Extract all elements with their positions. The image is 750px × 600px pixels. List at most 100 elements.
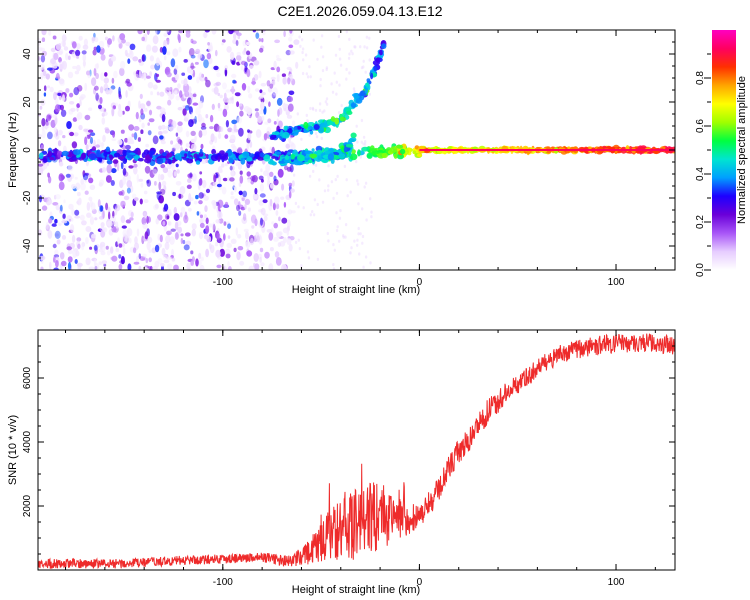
heatmap-cell <box>268 232 274 241</box>
y-tick-label: -20 <box>22 190 33 205</box>
heatmap-cell <box>42 158 48 163</box>
heatmap-cell <box>185 105 190 111</box>
heatmap-cell <box>61 150 69 156</box>
heatmap-cell <box>262 30 266 36</box>
heatmap-cell <box>47 176 52 184</box>
heatmap-cell <box>178 30 184 34</box>
heatmap-cell <box>269 83 274 89</box>
heatmap-cell <box>240 206 246 211</box>
heatmap-cell <box>325 97 329 101</box>
heatmap-cell <box>193 200 198 205</box>
heatmap-cell <box>217 92 221 97</box>
heatmap-cell <box>269 182 275 189</box>
heatmap-cell <box>356 140 359 144</box>
heatmap-cell <box>339 63 343 67</box>
heatmap-cell <box>288 44 294 49</box>
heatmap-cell <box>186 97 193 105</box>
heatmap-cell <box>233 186 237 193</box>
heatmap-cell <box>45 224 50 232</box>
heatmap-cell <box>364 255 368 259</box>
heatmap-cell <box>247 178 251 183</box>
heatmap-cell <box>74 176 78 180</box>
heatmap-cell <box>218 174 221 184</box>
heatmap-cell <box>236 51 241 56</box>
heatmap-cell <box>143 72 147 81</box>
heatmap-cell <box>85 144 89 151</box>
heatmap-cell <box>166 38 170 45</box>
heatmap-cell <box>260 94 264 99</box>
heatmap-cell <box>62 213 66 219</box>
heatmap-cell <box>213 86 219 95</box>
heatmap-feature-upper-branch <box>269 40 387 142</box>
heatmap-cell <box>52 35 57 40</box>
heatmap-cell <box>192 102 199 106</box>
heatmap-cell <box>87 129 94 133</box>
heatmap-cell <box>127 58 131 64</box>
heatmap-cell <box>311 148 315 152</box>
heatmap-cell <box>61 34 67 43</box>
heatmap-cell <box>297 154 305 162</box>
heatmap-cell <box>210 133 215 143</box>
heatmap-cell <box>154 203 159 209</box>
heatmap-cell <box>358 252 361 256</box>
heatmap-cell <box>236 101 240 108</box>
heatmap-cell <box>134 236 138 245</box>
heatmap-cell <box>39 64 45 70</box>
heatmap-cell <box>251 225 255 229</box>
heatmap-cell <box>38 166 44 176</box>
heatmap-cell <box>259 247 264 253</box>
heatmap-cell <box>356 243 359 247</box>
heatmap-cell <box>145 155 151 159</box>
heatmap-cell <box>264 251 270 259</box>
heatmap-cell <box>187 178 192 183</box>
heatmap-cell <box>127 100 131 108</box>
heatmap-cell <box>316 57 319 61</box>
heatmap-cell <box>257 156 264 161</box>
heatmap-cell <box>224 65 229 71</box>
heatmap-cell <box>116 162 120 172</box>
heatmap-cell <box>66 246 72 251</box>
heatmap-cell <box>235 40 239 46</box>
heatmap-cell <box>217 156 221 163</box>
heatmap-cell <box>133 126 140 131</box>
heatmap-cell <box>350 102 357 109</box>
heatmap-cell <box>118 94 122 100</box>
heatmap-cell <box>238 127 244 137</box>
heatmap-cell <box>227 235 231 239</box>
heatmap-cell <box>141 152 146 159</box>
heatmap-cell <box>166 230 172 236</box>
heatmap-cell <box>40 144 44 152</box>
heatmap-cell <box>90 202 96 211</box>
heatmap-cell <box>319 77 322 82</box>
heatmap-cell <box>251 77 256 86</box>
heatmap-cell <box>182 108 187 116</box>
heatmap-cell <box>89 246 93 250</box>
heatmap-cell <box>306 250 310 254</box>
heatmap-cell <box>219 150 225 155</box>
heatmap-cell <box>84 190 89 195</box>
heatmap-cell <box>370 210 373 214</box>
heatmap-cell <box>41 118 46 127</box>
heatmap-cell <box>186 262 191 270</box>
heatmap-cell <box>55 194 61 200</box>
heatmap-cell <box>331 90 335 94</box>
heatmap-cell <box>233 198 239 206</box>
heatmap-cell <box>318 108 322 112</box>
heatmap-cell <box>96 153 102 158</box>
heatmap-cell <box>188 207 192 212</box>
heatmap-cell <box>326 231 329 236</box>
heatmap-cell <box>211 30 217 35</box>
heatmap-cell <box>259 109 265 115</box>
heatmap-cell <box>98 157 102 163</box>
heatmap-cell <box>58 161 64 167</box>
heatmap-cell <box>96 45 101 53</box>
heatmap-cell <box>284 155 290 160</box>
heatmap-cell <box>365 46 369 50</box>
heatmap-cell <box>338 239 341 243</box>
heatmap-cell <box>201 158 207 164</box>
heatmap-cell <box>43 85 47 92</box>
heatmap-cell <box>287 103 294 112</box>
heatmap-cell <box>270 93 277 98</box>
heatmap-cell <box>73 149 81 156</box>
heatmap-cell <box>204 76 208 82</box>
